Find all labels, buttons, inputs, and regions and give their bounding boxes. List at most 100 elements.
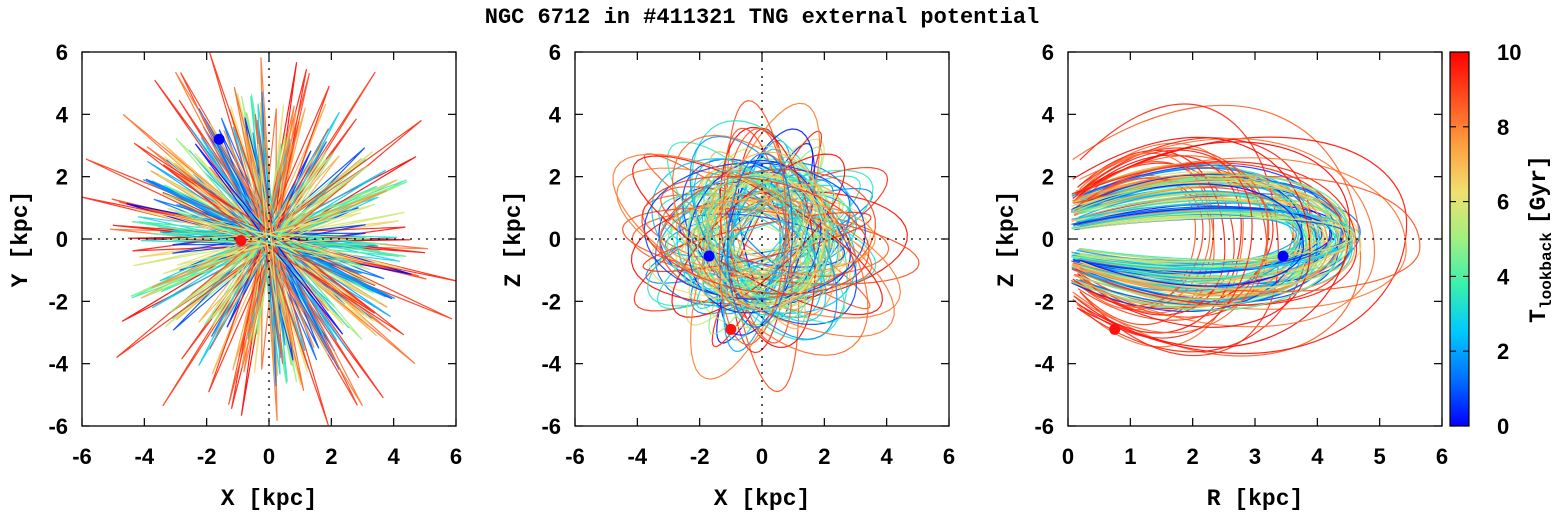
y-tick-label: -6 — [48, 414, 68, 439]
colorbar-label-unit: [Gyr] — [1526, 155, 1552, 224]
x-tick-label: 0 — [263, 444, 275, 469]
orbit-segment — [1076, 137, 1312, 353]
y-tick-label: 4 — [56, 102, 69, 127]
x-tick-label: 6 — [1436, 444, 1448, 469]
colorbar-gradient — [1449, 51, 1470, 427]
orbit-segment — [162, 203, 376, 275]
orbit-segment — [679, 213, 845, 268]
x-tick-label: -6 — [72, 444, 92, 469]
marker-present — [703, 250, 715, 262]
orbit-segment — [643, 162, 866, 300]
orbit-segment — [722, 168, 809, 320]
panel-2: -6 -4 -2 0 2 4 6 -6 -4 -2 0 2 4 6 X [kpc] Z [kpc] — [501, 40, 955, 512]
colorbar-label-main: T — [1526, 309, 1552, 323]
orbit-segment — [714, 172, 805, 293]
orbit-segment — [1079, 209, 1355, 271]
y-tick-label: -4 — [1034, 352, 1054, 377]
x-tick-label: 0 — [756, 444, 768, 469]
x-tick-label: -2 — [197, 444, 217, 469]
x-tick-label: 5 — [1374, 444, 1386, 469]
y-tick-label: -2 — [48, 289, 68, 314]
orbit-segment — [706, 151, 827, 311]
x-tick-label: -2 — [690, 444, 710, 469]
marker-present — [1277, 250, 1289, 262]
y-tick-label: 2 — [549, 165, 561, 190]
colorbar-tick-label: 0 — [1497, 414, 1509, 439]
orbit-segment — [1072, 172, 1329, 296]
orbit-segment — [166, 233, 372, 245]
colorbar-label: Tlookback [Gyr] — [1526, 155, 1553, 323]
x-tick-label: 2 — [1187, 444, 1199, 469]
orbit-segment — [1074, 202, 1337, 270]
y-tick-label: -2 — [541, 289, 561, 314]
y-tick-label: 6 — [1042, 40, 1054, 65]
x-tick-label: -4 — [135, 444, 155, 469]
orbit-segment — [1073, 210, 1305, 270]
marker-past — [235, 235, 247, 247]
orbit-segment — [1080, 198, 1304, 284]
orbit-segment — [223, 130, 315, 348]
y-tick-label: -4 — [48, 352, 68, 377]
orbit-segment — [1079, 137, 1376, 328]
orbit-segment — [676, 175, 830, 311]
x-axis-label: R [kpc] — [1207, 486, 1304, 512]
colorbar-tick-label: 2 — [1497, 339, 1509, 364]
orbit-segment — [1072, 162, 1235, 305]
orbit-segment — [194, 143, 344, 335]
orbit-segment — [150, 233, 388, 245]
orbit-tracks — [612, 100, 920, 393]
orbit-segment — [1077, 165, 1270, 321]
orbit-segment — [1073, 177, 1211, 309]
orbit-segment — [1075, 162, 1348, 306]
marker-past — [725, 323, 737, 335]
orbit-segment — [176, 212, 362, 266]
colorbar: 0 2 4 6 8 10 Tlookback [Gyr] — [1449, 40, 1553, 439]
figure-title: NGC 6712 in #411321 TNG external potenti… — [485, 5, 1040, 30]
x-tick-label: 3 — [1249, 444, 1261, 469]
x-axis-label: X [kpc] — [221, 486, 318, 512]
orbit-segment — [1080, 180, 1347, 290]
orbit-segment — [726, 152, 794, 328]
orbit-segment — [666, 141, 845, 324]
orbit-segment — [1072, 149, 1253, 339]
orbit-segment — [198, 111, 340, 367]
x-tick-label: 6 — [450, 444, 462, 469]
orbit-segment — [1071, 174, 1349, 311]
x-tick-label: -6 — [565, 444, 585, 469]
orbit-segment — [1072, 104, 1362, 357]
y-tick-label: 4 — [1042, 102, 1055, 127]
orbit-segment — [1076, 214, 1341, 267]
colorbar-tick-label: 10 — [1497, 40, 1521, 65]
colorbar-tick-label: 4 — [1497, 264, 1510, 289]
y-tick-label: -2 — [1034, 289, 1054, 314]
x-tick-label: 6 — [943, 444, 955, 469]
orbit-segment — [1077, 149, 1226, 316]
orbit-segment — [136, 209, 402, 269]
orbit-segment — [703, 170, 827, 322]
y-tick-label: 2 — [56, 165, 68, 190]
orbit-segment — [722, 148, 788, 341]
orbit-segment — [1080, 183, 1305, 287]
x-tick-label: 4 — [1311, 444, 1324, 469]
x-tick-label: 0 — [1062, 444, 1074, 469]
y-tick-label: -6 — [1034, 414, 1054, 439]
panel-1: -6 -4 -2 0 2 4 6 -6 -4 -2 0 2 4 6 X [kpc] Y [kpc] — [8, 40, 462, 512]
y-axis-label: Z [kpc] — [501, 191, 527, 288]
y-tick-label: -6 — [541, 414, 561, 439]
orbit-segment — [685, 145, 825, 329]
orbit-segment — [211, 158, 327, 320]
orbit-segment — [612, 153, 895, 338]
y-tick-label: 2 — [1042, 165, 1054, 190]
y-tick-label: -4 — [541, 352, 561, 377]
orbit-segment — [254, 113, 284, 365]
orbit-segment — [1071, 205, 1323, 275]
orbit-segment — [1078, 141, 1351, 348]
y-tick-label: 0 — [1042, 227, 1054, 252]
orbit-segment — [169, 165, 369, 313]
orbit-segment — [209, 52, 329, 426]
y-axis-label: Z [kpc] — [994, 191, 1020, 288]
orbit-segment — [174, 71, 364, 407]
y-tick-label: 0 — [56, 227, 68, 252]
y-axis-label: Y [kpc] — [8, 191, 34, 288]
y-tick-label: 6 — [56, 40, 68, 65]
